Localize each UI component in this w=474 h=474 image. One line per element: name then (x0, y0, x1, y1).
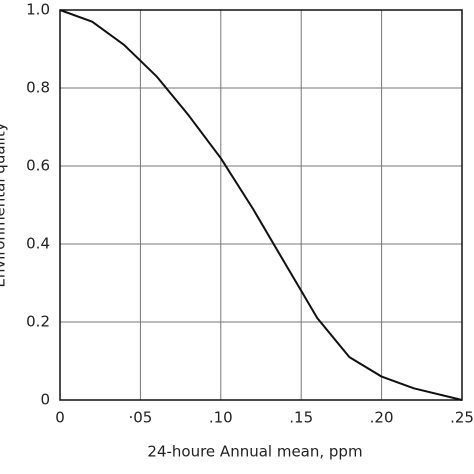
y-axis-label: Environmental quality (0, 122, 9, 287)
y-tick-label: 0.6 (26, 157, 50, 175)
x-tick-label: .15 (289, 409, 313, 427)
x-tick-label: .25 (450, 409, 474, 427)
y-tick-label: 1.0 (26, 1, 50, 19)
plot-frame (59, 9, 463, 401)
line (59, 9, 463, 401)
x-tick-label: 0 (55, 409, 65, 427)
x-tick-label: .20 (370, 409, 394, 427)
x-tick-label: .10 (209, 409, 233, 427)
y-tick-label: 0.4 (26, 235, 50, 253)
y-tick-label: 0.2 (26, 313, 50, 331)
x-axis-label: 24-houre Annual mean, ppm (147, 443, 362, 461)
y-tick-label: 0.8 (26, 79, 50, 97)
x-tick-label: ·05 (128, 409, 152, 427)
y-tick-label: 0 (40, 391, 50, 409)
